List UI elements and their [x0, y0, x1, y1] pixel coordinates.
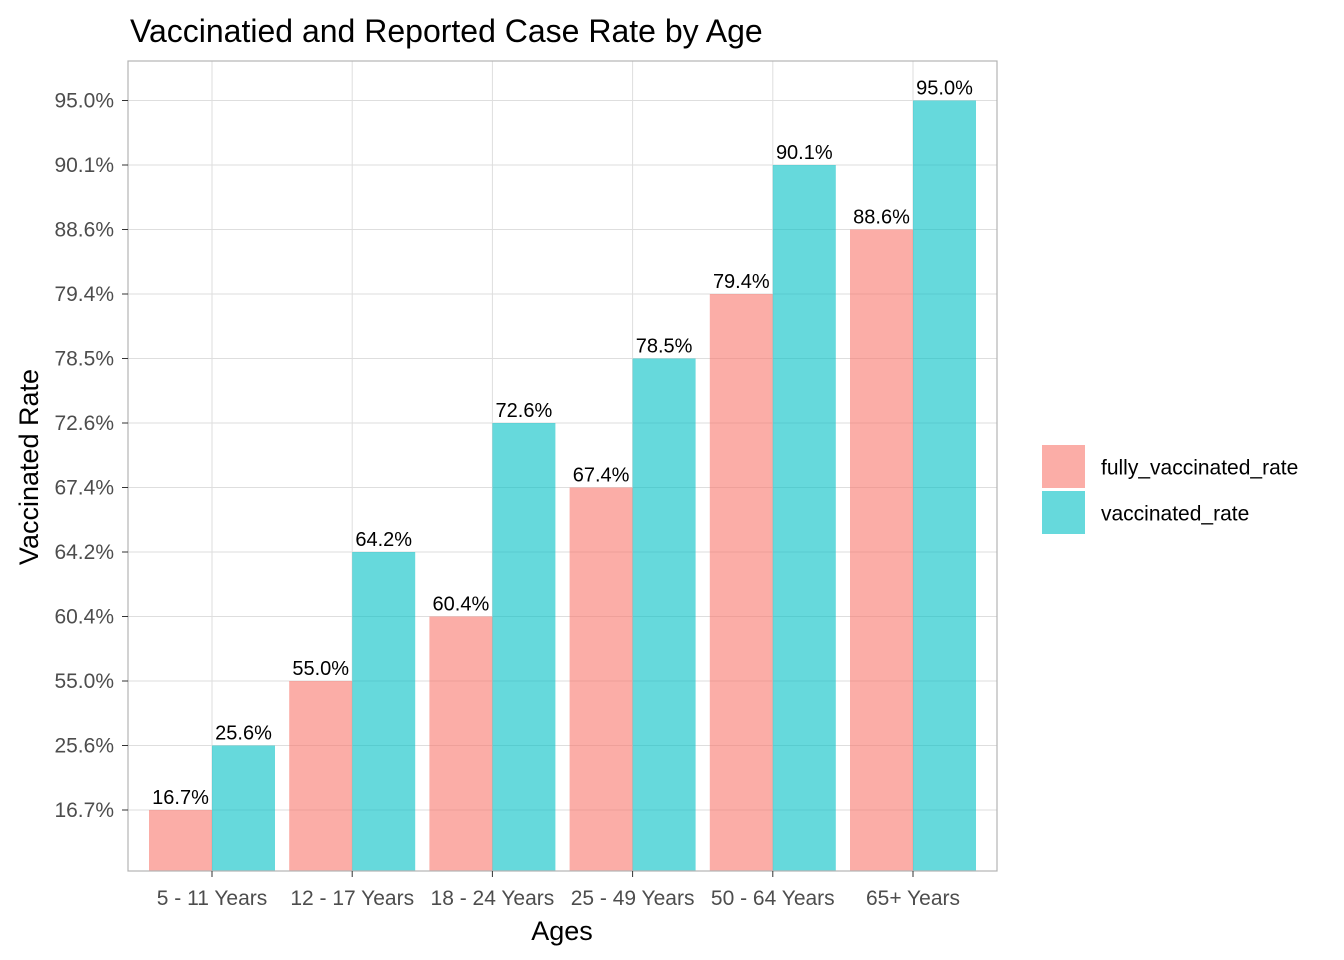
x-tick-label: 65+ Years: [866, 887, 960, 910]
y-tick-label: 72.6%: [54, 412, 114, 435]
y-tick-label: 88.6%: [54, 219, 114, 242]
bars: [149, 100, 976, 871]
y-tick-label: 79.4%: [54, 283, 114, 306]
bar-vaccinated_rate: [632, 358, 696, 871]
legend-key-fully_vaccinated_rate: [1042, 445, 1085, 488]
bar-fully_vaccinated_rate: [850, 229, 913, 871]
bar-fully_vaccinated_rate: [569, 487, 633, 871]
y-tick-label: 95.0%: [54, 90, 114, 113]
chart-title: Vaccinatied and Reported Case Rate by Ag…: [130, 13, 763, 49]
legend-label: vaccinated_rate: [1101, 503, 1249, 526]
y-tick-label: 67.4%: [54, 477, 114, 500]
y-tick-label: 78.5%: [54, 348, 114, 371]
y-tick-label: 64.2%: [54, 541, 114, 564]
y-tick-label: 60.4%: [54, 606, 114, 629]
bar-fully_vaccinated_rate: [149, 810, 212, 871]
bar-vaccinated_rate: [913, 100, 976, 871]
bar-value-label: 78.5%: [636, 336, 693, 358]
bar-fully_vaccinated_rate: [429, 616, 493, 871]
bar-vaccinated_rate: [772, 165, 836, 871]
bar-value-label: 25.6%: [215, 723, 272, 745]
y-tick-label: 25.6%: [54, 735, 114, 758]
bar-vaccinated_rate: [352, 552, 416, 871]
x-tick-label: 50 - 64 Years: [711, 887, 835, 910]
bar-value-label: 60.4%: [433, 594, 490, 616]
data-labels: 16.7% 55.0% 60.4% 67.4% 79.4% 88.6% 25.6% 64.2%…: [152, 78, 973, 810]
x-tick-label: 5 - 11 Years: [157, 887, 268, 910]
x-tick-label: 18 - 24 Years: [431, 887, 555, 910]
bar-vaccinated_rate: [212, 745, 275, 871]
legend: fully_vaccinated_rate vaccinated_rate: [1042, 445, 1298, 534]
plot-panel: [127, 60, 998, 872]
y-tick-label: 90.1%: [54, 154, 114, 177]
legend-label: fully_vaccinated_rate: [1101, 457, 1298, 480]
y-tick-label: 55.0%: [54, 670, 114, 693]
legend-key-vaccinated_rate: [1042, 491, 1085, 534]
bar-value-label: 95.0%: [916, 78, 973, 100]
y-tick-label: 16.7%: [54, 799, 114, 822]
x-tick-label: 25 - 49 Years: [571, 887, 695, 910]
bar-fully_vaccinated_rate: [289, 681, 353, 871]
bar-value-label: 88.6%: [853, 207, 910, 229]
bar-value-label: 72.6%: [496, 400, 553, 422]
bar-value-label: 67.4%: [573, 465, 630, 487]
bar-value-label: 16.7%: [152, 787, 209, 809]
bar-value-label: 79.4%: [713, 271, 770, 293]
x-axis-ticks: 5 - 11 Years 12 - 17 Years 18 - 24 Years 25…: [157, 871, 960, 910]
bar-vaccinated_rate: [492, 423, 556, 871]
bar-value-label: 55.0%: [292, 658, 349, 680]
y-axis-ticks: 16.7% 25.6% 55.0% 60.4% 64.2% 67.4% 72.6% 78.5%…: [54, 90, 128, 822]
bar-value-label: 90.1%: [776, 142, 833, 164]
bar-fully_vaccinated_rate: [709, 294, 773, 871]
bar-value-label: 64.2%: [355, 529, 412, 551]
x-axis-title: Ages: [531, 916, 593, 946]
y-axis-title: Vaccinated Rate: [14, 369, 44, 565]
x-tick-label: 12 - 17 Years: [290, 887, 414, 910]
